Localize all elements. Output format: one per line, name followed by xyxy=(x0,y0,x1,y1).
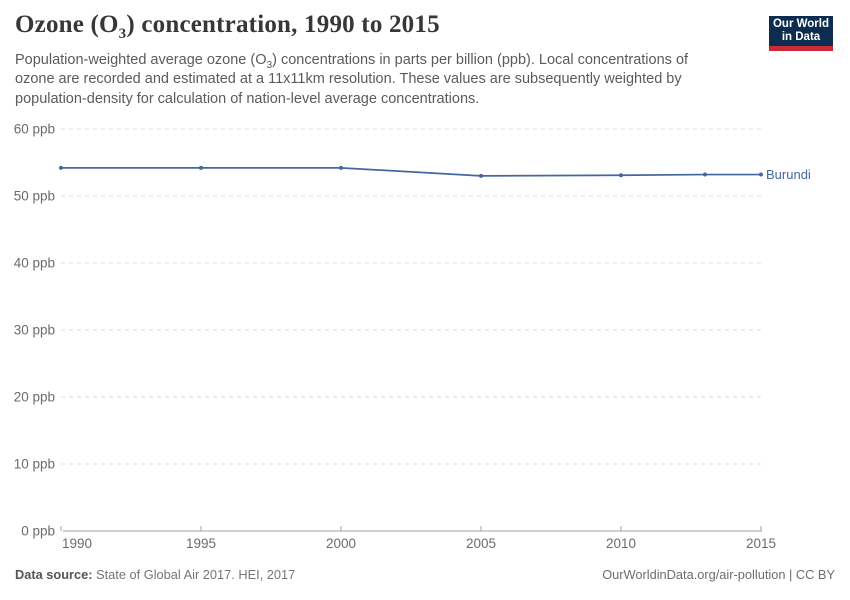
data-point-burundi-2000[interactable] xyxy=(339,165,343,170)
subtitle-text-post: ) concentrations in parts per billion (p… xyxy=(15,52,689,107)
x-tick-label-1995: 1995 xyxy=(186,536,216,551)
y-tick-label-50: 50 ppb xyxy=(14,189,55,204)
data-point-burundi-1995[interactable] xyxy=(199,165,203,170)
x-tick-label-2015: 2015 xyxy=(746,536,776,551)
y-tick-label-10: 10 ppb xyxy=(14,457,55,472)
x-tick-label-1990: 1990 xyxy=(62,536,92,551)
owid-logo-line1: Our World xyxy=(772,17,829,30)
series-label-burundi[interactable]: Burundi xyxy=(766,167,811,182)
x-tick-label-2005: 2005 xyxy=(466,536,496,551)
y-tick-label-40: 40 ppb xyxy=(14,256,55,271)
line-chart: 0 ppb 10 ppb 20 ppb 30 ppb 40 ppb 50 ppb 60 pp… xyxy=(14,122,811,552)
owid-credit-link[interactable]: OurWorldinData.org/air-pollution | CC BY xyxy=(602,567,835,582)
x-tick-label-2000: 2000 xyxy=(326,536,356,551)
data-point-burundi-1990[interactable] xyxy=(59,165,63,170)
x-tick-label-2010: 2010 xyxy=(606,536,636,551)
title-subscript: 3 xyxy=(118,26,127,42)
owid-logo[interactable]: Our World in Data xyxy=(769,16,833,51)
chart-footer: Data source: State of Global Air 2017. H… xyxy=(15,567,835,582)
y-tick-label-20: 20 ppb xyxy=(14,390,55,405)
data-source-note: Data source: State of Global Air 2017. H… xyxy=(15,567,295,582)
page-title: Ozone (O3) concentration, 1990 to 2015 xyxy=(15,11,440,42)
series-line-burundi xyxy=(61,167,761,177)
subtitle-text-pre: Population-weighted average ozone (O xyxy=(15,52,267,68)
y-tick-label-30: 30 ppb xyxy=(14,323,55,338)
data-point-burundi-2015[interactable] xyxy=(759,172,763,177)
data-point-burundi-2010[interactable] xyxy=(619,173,623,178)
data-point-burundi-2005[interactable] xyxy=(479,173,483,178)
data-source-value: State of Global Air 2017. HEI, 2017 xyxy=(92,567,296,582)
owid-logo-line2: in Data xyxy=(781,31,821,43)
subtitle-subscript: 3 xyxy=(266,59,273,71)
y-tick-label-0: 0 ppb xyxy=(21,524,55,539)
title-text-post: ) concentration, 1990 to 2015 xyxy=(126,11,440,38)
data-point-burundi-2013[interactable] xyxy=(703,172,707,177)
y-tick-label-60: 60 ppb xyxy=(14,122,55,137)
title-text-pre: Ozone (O xyxy=(15,11,119,38)
data-source-label: Data source: xyxy=(15,567,93,582)
chart-subtitle: Population-weighted average ozone (O3) c… xyxy=(15,51,713,109)
